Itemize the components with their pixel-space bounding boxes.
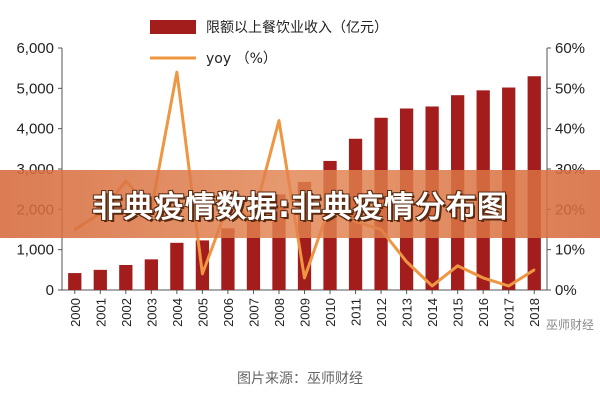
yoy-point-2017 bbox=[507, 284, 510, 288]
x-tick-label: 2008 bbox=[272, 298, 287, 327]
x-tick-label: 2004 bbox=[170, 298, 185, 327]
x-tick-label: 2005 bbox=[195, 298, 210, 327]
x-tick-label: 2013 bbox=[400, 298, 415, 327]
bar-2004 bbox=[170, 242, 184, 290]
yoy-point-2005 bbox=[201, 272, 204, 276]
bar-2001 bbox=[93, 269, 107, 290]
yoy-point-2008 bbox=[277, 119, 281, 122]
x-tick-label: 2014 bbox=[425, 298, 440, 327]
x-tick-label: 2006 bbox=[221, 298, 236, 327]
yoy-point-2004 bbox=[175, 71, 179, 74]
x-tick-label: 2000 bbox=[68, 298, 83, 327]
x-tick-label: 2017 bbox=[502, 298, 517, 327]
watermark: 巫师财经 bbox=[545, 318, 594, 332]
right-tick-label: 60% bbox=[555, 40, 585, 57]
legend-bar-swatch bbox=[150, 20, 196, 34]
x-tick-label: 2016 bbox=[476, 298, 491, 327]
title-banner: 非典疫情数据:非典疫情分布图 bbox=[0, 170, 600, 238]
x-tick-label: 2010 bbox=[323, 298, 338, 327]
source-caption: 图片来源：巫师财经 bbox=[237, 371, 363, 387]
bar-2000 bbox=[68, 273, 82, 290]
right-tick-label: 50% bbox=[555, 80, 585, 97]
yoy-point-2014 bbox=[430, 284, 434, 288]
yoy-point-2018 bbox=[533, 268, 536, 272]
yoy-point-2015 bbox=[456, 264, 459, 267]
legend-line-label: yoy （%） bbox=[206, 51, 277, 67]
x-tick-label: 2012 bbox=[374, 298, 389, 327]
left-tick-label: 6,000 bbox=[16, 40, 54, 57]
x-tick-label: 2018 bbox=[527, 298, 542, 327]
x-tick-label: 2001 bbox=[93, 298, 108, 327]
x-tick-label: 2011 bbox=[349, 298, 364, 326]
left-tick-label: 4,000 bbox=[16, 121, 54, 138]
left-tick-label: 0 bbox=[46, 282, 54, 299]
right-tick-label: 0% bbox=[555, 282, 577, 299]
x-tick-label: 2015 bbox=[451, 298, 466, 327]
yoy-point-2016 bbox=[481, 276, 485, 280]
right-tick-label: 10% bbox=[555, 242, 585, 259]
x-tick-label: 2007 bbox=[246, 298, 261, 327]
x-axis-ticks: 2000 2001 2002 2003 2004 2005 2006 2007 2008 2009… bbox=[68, 290, 542, 327]
yoy-point-2013 bbox=[405, 260, 408, 263]
legend-bar-label: 限额以上餐饮业收入（亿元） bbox=[206, 20, 388, 36]
x-tick-label: 2003 bbox=[144, 298, 159, 327]
left-tick-label: 1,000 bbox=[16, 242, 54, 259]
bar-2002 bbox=[119, 264, 133, 290]
right-tick-label: 40% bbox=[555, 121, 585, 138]
banner-title: 非典疫情数据:非典疫情分布图 bbox=[92, 190, 508, 225]
yoy-point-2009 bbox=[303, 276, 306, 280]
left-tick-label: 5,000 bbox=[16, 80, 54, 97]
x-tick-label: 2002 bbox=[119, 298, 134, 327]
legend: 限额以上餐饮业收入（亿元） yoy （%） bbox=[150, 20, 388, 67]
bar-2006 bbox=[221, 228, 235, 290]
bar-2003 bbox=[144, 259, 158, 290]
x-tick-label: 2009 bbox=[298, 298, 313, 327]
